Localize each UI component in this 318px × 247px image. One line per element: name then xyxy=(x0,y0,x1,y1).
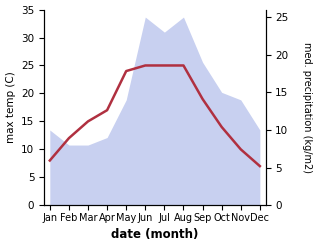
Y-axis label: max temp (C): max temp (C) xyxy=(5,72,16,143)
X-axis label: date (month): date (month) xyxy=(111,228,198,242)
Y-axis label: med. precipitation (kg/m2): med. precipitation (kg/m2) xyxy=(302,42,313,173)
